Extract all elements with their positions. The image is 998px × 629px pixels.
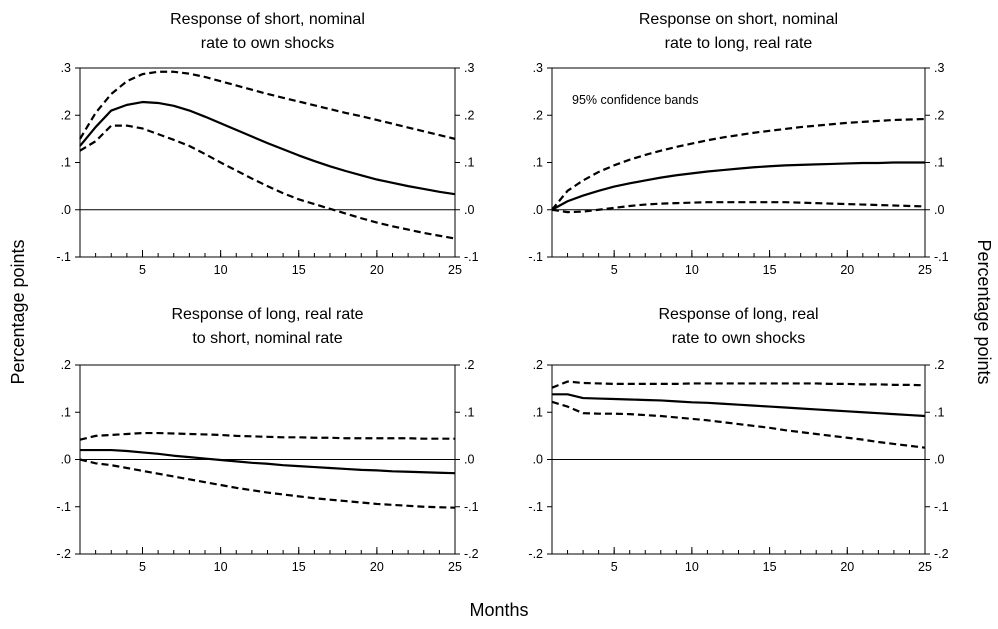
series-upper-band xyxy=(79,70,456,140)
y-tick-label-right: .2 xyxy=(934,358,944,372)
y-tick-label-left: -.1 xyxy=(528,250,543,264)
x-tick-label: 25 xyxy=(918,560,932,574)
x-tick-label: 25 xyxy=(448,560,462,574)
panel-title-line: rate to own shocks xyxy=(201,35,334,52)
series-response xyxy=(80,448,456,475)
panel-3: Response of long, real rate to short, nom… xyxy=(56,306,478,574)
x-tick-label: 20 xyxy=(370,560,384,574)
panel-1: Response of short, nominal rate to own sh… xyxy=(56,11,478,277)
y-tick-label-left: .2 xyxy=(61,108,71,122)
y-tick-label-right: .3 xyxy=(934,61,944,75)
y-tick-label-right: .0 xyxy=(934,203,944,217)
panel-4: Response of long, real rate to own shocks… xyxy=(528,306,948,574)
series-response xyxy=(79,100,456,196)
y-tick-label-right: .2 xyxy=(464,358,474,372)
x-tick-label: 10 xyxy=(214,263,228,277)
x-tick-label: 15 xyxy=(292,560,306,574)
panel-title-line: to short, nominal rate xyxy=(192,330,342,347)
x-tick-label: 15 xyxy=(763,263,777,277)
y-tick-label-right: .2 xyxy=(464,108,474,122)
y-axis-label-left: Percentage points xyxy=(8,239,28,384)
x-tick-label: 5 xyxy=(611,263,618,277)
x-tick-label: 20 xyxy=(840,263,854,277)
panel-title-line: Response of short, nominal xyxy=(170,11,365,28)
series-response xyxy=(552,393,926,418)
x-tick-label: 5 xyxy=(611,560,618,574)
y-tick-label-left: .0 xyxy=(61,453,71,467)
y-tick-label-left: .2 xyxy=(533,108,543,122)
x-tick-label: 10 xyxy=(685,560,699,574)
y-tick-label-right: .1 xyxy=(934,405,944,419)
panel-title-line: Response on short, nominal xyxy=(639,11,838,28)
x-tick-label: 15 xyxy=(763,560,777,574)
x-tick-label: 25 xyxy=(448,263,462,277)
y-axis-label-right: Percentage points xyxy=(974,239,994,384)
series-lower-band xyxy=(551,400,926,449)
y-tick-label-left: -.1 xyxy=(56,500,71,514)
y-tick-label-right: -.2 xyxy=(464,547,479,561)
y-tick-label-right: .0 xyxy=(464,203,474,217)
series-lower-band xyxy=(79,124,456,240)
y-tick-label-left: .0 xyxy=(533,453,543,467)
series-upper-band xyxy=(79,431,455,441)
y-tick-label-left: .1 xyxy=(61,405,71,419)
series-lower-band xyxy=(79,458,456,509)
y-tick-label-right: .1 xyxy=(464,156,474,170)
y-tick-label-right: -.1 xyxy=(934,250,949,264)
y-tick-label-right: .1 xyxy=(464,405,474,419)
y-tick-label-left: -.1 xyxy=(56,250,71,264)
x-tick-label: 5 xyxy=(139,560,146,574)
x-tick-label: 10 xyxy=(214,560,228,574)
y-tick-label-left: -.2 xyxy=(528,547,543,561)
series-upper-band xyxy=(551,380,926,389)
series-response xyxy=(551,161,925,211)
y-tick-label-left: .3 xyxy=(61,61,71,75)
y-tick-label-right: -.1 xyxy=(464,500,479,514)
y-tick-label-right: -.2 xyxy=(934,547,949,561)
x-tick-label: 20 xyxy=(840,560,854,574)
x-axis-label: Months xyxy=(469,600,528,620)
y-tick-label-left: .1 xyxy=(61,156,71,170)
y-tick-label-left: .2 xyxy=(533,358,543,372)
series-upper-band xyxy=(551,117,926,211)
x-tick-label: 20 xyxy=(370,263,384,277)
series-lower-band xyxy=(551,201,926,214)
x-tick-label: 5 xyxy=(139,263,146,277)
y-tick-label-left: -.2 xyxy=(56,547,71,561)
y-tick-label-right: .2 xyxy=(934,108,944,122)
y-tick-label-left: -.1 xyxy=(528,500,543,514)
confidence-band-annotation: 95% confidence bands xyxy=(572,93,698,107)
y-tick-label-right: .1 xyxy=(934,156,944,170)
panel-title-line: rate to long, real rate xyxy=(665,35,813,52)
y-tick-label-right: .3 xyxy=(464,61,474,75)
y-tick-label-right: -.1 xyxy=(934,500,949,514)
panels-group: Response of short, nominal rate to own sh… xyxy=(56,11,948,574)
y-tick-label-left: .0 xyxy=(61,203,71,217)
x-tick-label: 25 xyxy=(918,263,932,277)
y-tick-label-left: .1 xyxy=(533,405,543,419)
y-tick-label-left: .1 xyxy=(533,156,543,170)
y-tick-label-left: .0 xyxy=(533,203,543,217)
y-tick-label-right: -.1 xyxy=(464,250,479,264)
panel-title-line: Response of long, real xyxy=(658,306,818,323)
y-tick-label-right: .0 xyxy=(464,453,474,467)
panel-title-line: rate to own shocks xyxy=(672,330,805,347)
x-tick-label: 10 xyxy=(685,263,699,277)
y-tick-label-left: .2 xyxy=(61,358,71,372)
y-tick-label-left: .3 xyxy=(533,61,543,75)
panel-2: Response on short, nominal rate to long, … xyxy=(528,11,948,277)
y-tick-label-right: .0 xyxy=(934,453,944,467)
panel-title-line: Response of long, real rate xyxy=(171,306,363,323)
x-tick-label: 15 xyxy=(292,263,306,277)
